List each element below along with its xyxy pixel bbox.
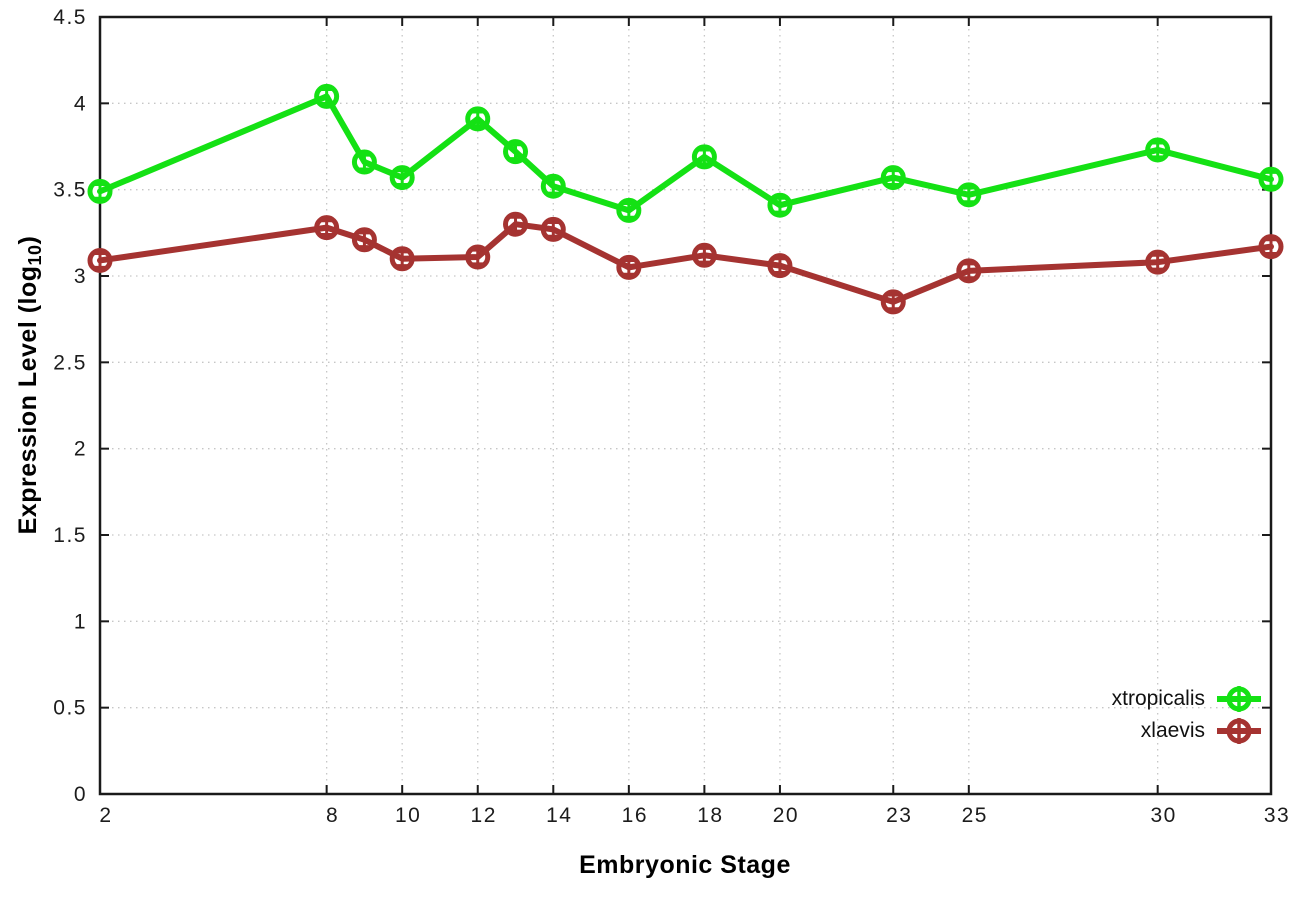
y-tick-label: 1: [74, 610, 87, 633]
x-tick-label: 33: [1264, 804, 1290, 827]
x-tick-label: 14: [546, 804, 572, 827]
legend-label-xtropicalis: xtropicalis: [1111, 686, 1205, 710]
data-point-xtropicalis: [314, 83, 340, 109]
y-axis-title-suffix: ): [14, 235, 42, 245]
data-point-xtropicalis: [956, 182, 982, 208]
data-point-xtropicalis: [87, 178, 113, 204]
legend-item-xlaevis: xlaevis: [1141, 715, 1262, 746]
data-point-xlaevis: [1145, 249, 1171, 275]
x-tick-label: 10: [395, 804, 421, 827]
data-point-xlaevis: [389, 246, 415, 272]
data-point-xlaevis: [540, 216, 566, 242]
x-tick-label: 8: [326, 804, 339, 827]
y-tick-label: 0.5: [53, 697, 87, 720]
data-point-xlaevis: [767, 253, 793, 279]
y-tick-label: 1.5: [53, 524, 87, 547]
x-tick-label: 12: [471, 804, 497, 827]
data-point-xlaevis: [691, 242, 717, 268]
data-point-xtropicalis: [540, 173, 566, 199]
y-tick-label: 4.5: [53, 6, 87, 29]
legend-marker-xtropicalis: [1217, 685, 1261, 712]
data-point-xtropicalis: [880, 165, 906, 191]
legend: xtropicalis xlaevis: [1112, 683, 1262, 746]
legend-label-xlaevis: xlaevis: [1140, 718, 1205, 742]
x-tick-label: 30: [1150, 804, 1176, 827]
data-point-xlaevis: [616, 254, 642, 280]
series-line-xtropicalis: [97, 93, 1274, 214]
data-point-xlaevis: [880, 289, 906, 315]
data-point-xlaevis: [1258, 234, 1284, 260]
y-axis-title: Expression Level (log10): [14, 236, 46, 535]
legend-marker-xlaevis: [1217, 717, 1261, 744]
data-point-xtropicalis: [503, 139, 529, 165]
data-point-xtropicalis: [616, 197, 642, 223]
x-tick-label: 16: [622, 804, 648, 827]
y-tick-label: 4: [74, 92, 87, 115]
data-point-xtropicalis: [1258, 166, 1284, 192]
data-point-xlaevis: [314, 215, 340, 241]
data-point-xlaevis: [503, 211, 529, 237]
y-tick-label: 0: [74, 783, 87, 806]
data-point-xlaevis: [351, 227, 377, 253]
data-point-xlaevis: [956, 258, 982, 284]
x-axis-title: Embryonic Stage: [579, 851, 791, 879]
data-point-xtropicalis: [1145, 137, 1171, 163]
data-point-xlaevis: [465, 244, 491, 270]
x-tick-label: 23: [886, 804, 912, 827]
x-tick-label: 2: [99, 804, 112, 827]
x-tick-label: 25: [962, 804, 988, 827]
legend-item-xtropicalis: xtropicalis: [1112, 683, 1262, 714]
data-point-xtropicalis: [389, 165, 415, 191]
x-tick-label: 18: [697, 804, 723, 827]
y-tick-label: 2.5: [53, 351, 87, 374]
data-point-xtropicalis: [691, 144, 717, 170]
data-point-xtropicalis: [767, 192, 793, 218]
x-tick-label: 20: [773, 804, 799, 827]
plot-border: [98, 15, 1273, 796]
y-tick-label: 2: [74, 438, 87, 461]
y-tick-label: 3.5: [53, 179, 87, 202]
y-axis-title-subscript: 10: [25, 244, 45, 266]
data-point-xtropicalis: [465, 106, 491, 132]
data-point-xtropicalis: [351, 149, 377, 175]
y-axis-title-prefix: Expression Level (log: [14, 265, 42, 535]
data-point-xlaevis: [87, 247, 113, 273]
y-tick-label: 3: [74, 265, 87, 288]
series-line-xlaevis: [97, 221, 1274, 305]
